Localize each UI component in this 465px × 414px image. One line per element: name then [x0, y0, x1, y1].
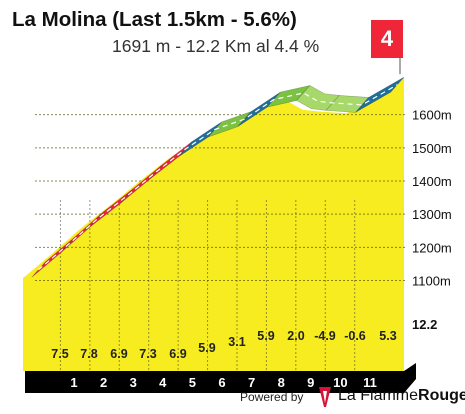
gradient-label-km-10: -4.9: [314, 329, 336, 343]
slope-band-segment-12: [355, 76, 405, 113]
brand-name: La FlammeRouge: [338, 387, 465, 405]
slope-band-centerline: [38, 84, 398, 271]
chart-title: La Molina (Last 1.5km - 5.6%): [12, 8, 297, 31]
y-tick-label: 1200m: [412, 240, 452, 255]
x-tick-label: 9: [307, 375, 314, 390]
x-tick-label: 7: [248, 375, 255, 390]
powered-by-label: Powered by: [240, 390, 304, 404]
y-tick-label: 1100m: [412, 274, 451, 289]
x-tick-label: 2: [100, 375, 107, 390]
x-tick-label: 1: [70, 375, 77, 390]
gradient-label-km-2: 7.8: [80, 347, 97, 361]
x-tick-label: 10: [333, 375, 347, 390]
profile-fill-area: [23, 77, 404, 371]
category-flag: [371, 20, 403, 58]
gradient-label-km-11: -0.6: [344, 329, 366, 343]
y-tick-label: 1300m: [412, 207, 452, 222]
y-tick-label: 1600m: [412, 108, 452, 123]
y-tick-label: 1500m: [412, 141, 452, 156]
gradient-label-km-3: 6.9: [110, 347, 127, 361]
gradient-label-km-6: 5.9: [198, 341, 215, 355]
flame-logo-icon: [319, 387, 331, 407]
chart-subtitle: 1691 m - 12.2 Km al 4.4 %: [112, 36, 320, 56]
gradient-label-km-1: 7.5: [51, 347, 68, 361]
gradient-label-km-12: 5.3: [379, 329, 396, 343]
category-flag-label: 4: [381, 26, 394, 51]
gradient-label-km-8: 5.9: [257, 329, 274, 343]
gradient-label-km-7: 3.1: [228, 335, 245, 349]
x-tick-label: 5: [189, 375, 196, 390]
x-tick-label: 4: [159, 375, 167, 390]
x-tick-label: 11: [363, 375, 377, 390]
brand-name-part1: La Flamme: [338, 387, 419, 404]
y-tick-label: 1400m: [412, 174, 452, 189]
x-tick-label: 8: [278, 375, 285, 390]
x-tick-label: 6: [218, 375, 225, 390]
brand-name-part2: Rouge: [418, 387, 465, 404]
distance-end-label: 12.2: [412, 317, 437, 332]
km-axis-bar: [25, 363, 416, 393]
gradient-label-km-4: 7.3: [139, 347, 156, 361]
x-tick-label: 3: [130, 375, 137, 390]
gradient-label-km-5: 6.9: [169, 347, 186, 361]
gradient-label-km-9: 2.0: [287, 329, 304, 343]
